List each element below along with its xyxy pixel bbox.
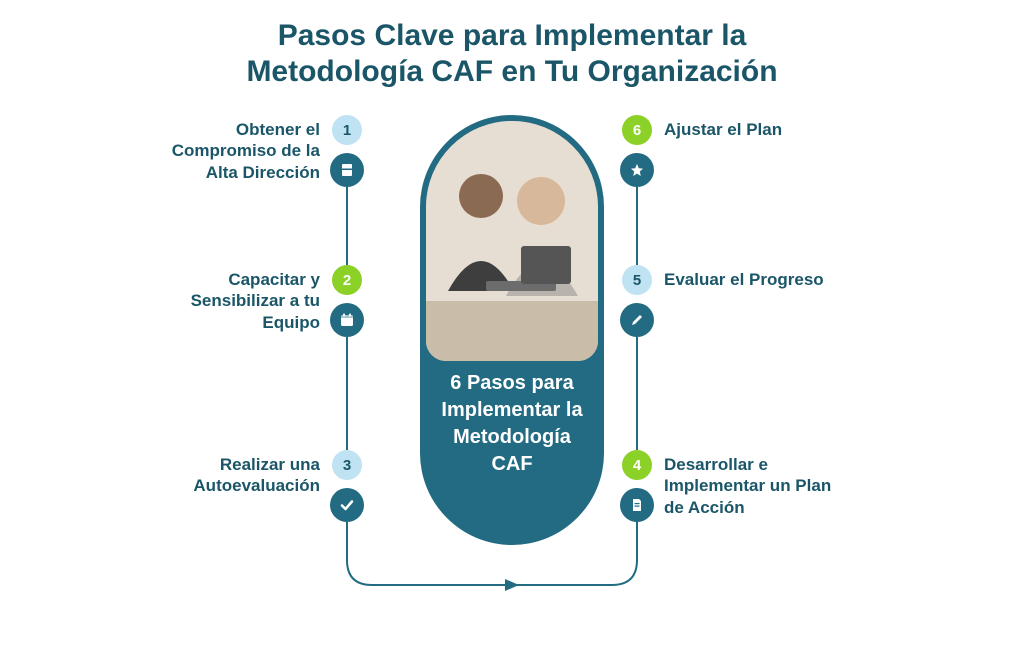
step-4-doc-icon xyxy=(620,488,654,522)
diagram: 6 Pasos para Implementar la Metodología … xyxy=(0,105,1024,650)
step-3: Realizar una Autoevaluación 3 xyxy=(150,450,364,522)
step-4-label: Desarrollar e Implementar un Plan de Acc… xyxy=(664,450,834,518)
step-2: Capacitar y Sensibilizar a tu Equipo 2 xyxy=(150,265,364,337)
step-3-nodes: 3 xyxy=(330,450,364,522)
step-4-number: 4 xyxy=(622,450,652,480)
step-2-nodes: 2 xyxy=(330,265,364,337)
step-2-number: 2 xyxy=(332,265,362,295)
step-3-label: Realizar una Autoevaluación xyxy=(150,450,320,497)
step-5-number: 5 xyxy=(622,265,652,295)
title-line-1: Pasos Clave para Implementar la xyxy=(278,19,747,52)
step-1-nodes: 1 xyxy=(330,115,364,187)
step-3-check-icon xyxy=(330,488,364,522)
center-image xyxy=(426,121,598,361)
step-1: Obtener el Compromiso de la Alta Direcci… xyxy=(150,115,364,187)
step-6-star-icon xyxy=(620,153,654,187)
step-6-number: 6 xyxy=(622,115,652,145)
step-2-label: Capacitar y Sensibilizar a tu Equipo xyxy=(150,265,320,333)
step-6: 6 Ajustar el Plan xyxy=(620,115,834,187)
step-4-nodes: 4 xyxy=(620,450,654,522)
step-6-nodes: 6 xyxy=(620,115,654,187)
step-3-number: 3 xyxy=(332,450,362,480)
step-2-calendar-icon xyxy=(330,303,364,337)
step-1-number: 1 xyxy=(332,115,362,145)
step-1-label: Obtener el Compromiso de la Alta Direcci… xyxy=(150,115,320,183)
center-capsule: 6 Pasos para Implementar la Metodología … xyxy=(420,115,604,545)
center-text: 6 Pasos para Implementar la Metodología … xyxy=(420,370,604,478)
page-title: Pasos Clave para Implementar la Metodolo… xyxy=(0,0,1024,90)
title-line-2: Metodología CAF en Tu Organización xyxy=(246,55,777,88)
step-5-nodes: 5 xyxy=(620,265,654,337)
step-4: 4 Desarrollar e Implementar un Plan de Ac… xyxy=(620,450,834,522)
step-5-pencil-icon xyxy=(620,303,654,337)
step-1-book-icon xyxy=(330,153,364,187)
step-6-label: Ajustar el Plan xyxy=(664,115,834,140)
step-5: 5 Evaluar el Progreso xyxy=(620,265,834,337)
step-5-label: Evaluar el Progreso xyxy=(664,265,834,290)
